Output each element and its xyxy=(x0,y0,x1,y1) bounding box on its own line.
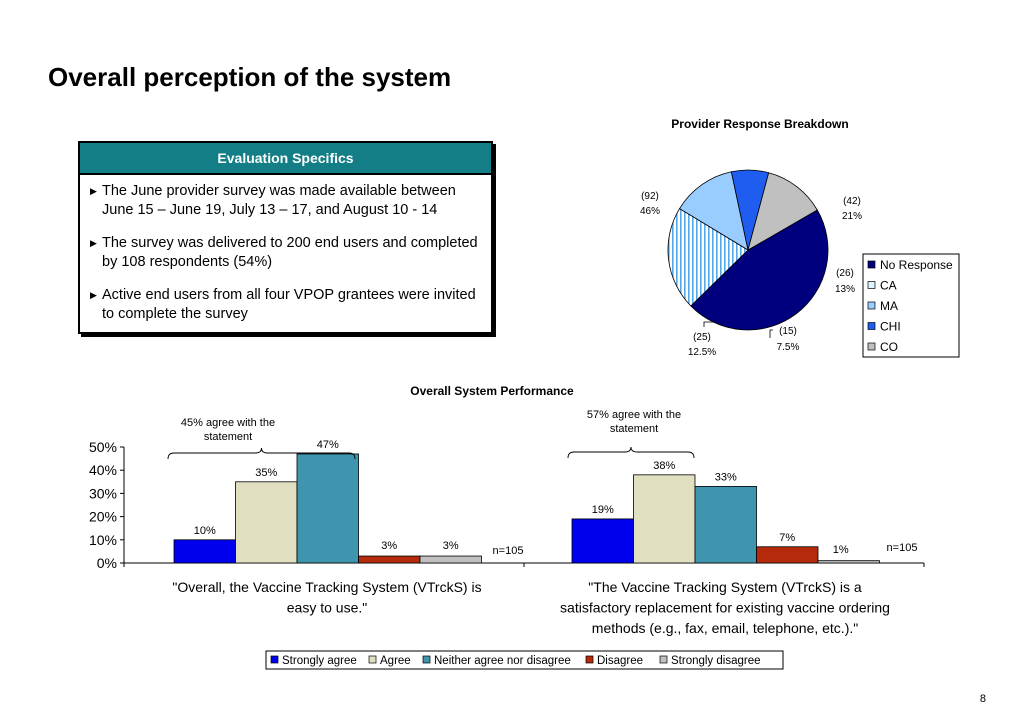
evaluation-item-text: The June provider survey was made availa… xyxy=(102,183,456,218)
pie-legend-box xyxy=(862,253,960,358)
pie-legend-swatch xyxy=(867,260,876,269)
evaluation-item: ▶ The June provider survey was made avail… xyxy=(90,182,487,220)
pie-count-label: (42) xyxy=(843,196,861,207)
pie-count-label: (25) xyxy=(693,332,711,343)
pie-legend-label: No Response xyxy=(880,258,953,272)
pie-percent-label: 21% xyxy=(842,211,862,222)
pie-percent-label: 7.5% xyxy=(777,342,800,353)
pie-legend-swatch xyxy=(867,322,876,330)
pie-percent-label: 46% xyxy=(640,206,660,217)
pie-legend-swatch xyxy=(867,281,876,289)
pie-count-label: (26) xyxy=(836,268,854,279)
evaluation-item-text: The survey was delivered to 200 end user… xyxy=(102,235,478,270)
pie-slice-ma xyxy=(679,171,749,251)
bullet-triangle-icon: ▶ xyxy=(90,186,97,196)
pie-percent-label: 12.5% xyxy=(688,347,716,358)
evaluation-specifics-box: Evaluation Specifics ▶ The June provider … xyxy=(78,141,493,334)
pie-legend-swatch xyxy=(867,301,876,310)
pie-count-label: (15) xyxy=(779,326,797,337)
pie-slice-ca xyxy=(667,208,749,307)
evaluation-item: ▶ The survey was delivered to 200 end use… xyxy=(90,234,487,272)
pie-slice-co xyxy=(747,172,818,251)
evaluation-item-text: Active end users from all four VPOP gran… xyxy=(102,287,476,322)
pie-legend-label: CO xyxy=(880,340,898,354)
bullet-triangle-icon: ▶ xyxy=(90,238,97,248)
pie-leader-line xyxy=(769,329,773,338)
page-number: 8 xyxy=(979,693,986,705)
page-title: Overall perception of the system xyxy=(48,62,452,92)
evaluation-specifics-header: Evaluation Specifics xyxy=(80,143,491,175)
pie-legend-swatch xyxy=(867,342,876,351)
pie-count-label: (92) xyxy=(641,191,659,202)
pie-percent-label: 13% xyxy=(835,284,855,295)
pie-chart-title: Provider Response Breakdown xyxy=(671,117,848,131)
bullet-triangle-icon: ▶ xyxy=(90,290,97,300)
pie-legend-label: CHI xyxy=(880,320,901,334)
pie-legend-label: CA xyxy=(880,279,897,293)
evaluation-item: ▶ Active end users from all four VPOP gra… xyxy=(90,286,487,324)
pie-slice-no-response xyxy=(690,209,829,331)
pie-legend-label: MA xyxy=(880,299,898,313)
pie-leader-line xyxy=(703,321,716,327)
evaluation-specifics-list: ▶ The June provider survey was made avail… xyxy=(80,175,491,324)
